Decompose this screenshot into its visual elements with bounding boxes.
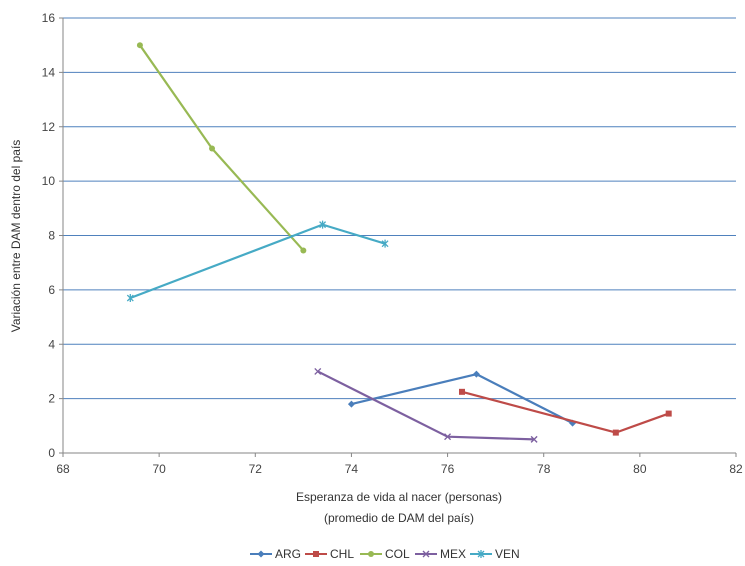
point-ven-1 xyxy=(319,220,327,229)
point-chl-0 xyxy=(458,388,465,395)
y-tick-label-16: 16 xyxy=(42,11,56,25)
legend: ARG CHL COL MEX VEN xyxy=(250,547,520,561)
legend-label: VEN xyxy=(495,547,520,561)
series-lines xyxy=(126,42,672,443)
y-tick-label-12: 12 xyxy=(42,120,56,134)
axes xyxy=(59,17,737,457)
x-axis-title-line1: Esperanza de vida al nacer (personas) xyxy=(296,490,502,504)
point-ven-2 xyxy=(381,239,389,248)
y-tick-label-8: 8 xyxy=(48,229,55,243)
y-tick-labels: 0 2 4 6 8 10 12 14 16 xyxy=(42,11,56,460)
x-tick-label-80: 80 xyxy=(633,462,647,476)
point-col-2 xyxy=(300,247,307,254)
point-chl-2 xyxy=(665,410,672,417)
legend-label: CHL xyxy=(330,547,354,561)
legend-item-arg: ARG xyxy=(250,547,301,561)
series-mex xyxy=(314,367,538,443)
legend-swatch-marker xyxy=(477,550,485,558)
x-tick-label-78: 78 xyxy=(537,462,551,476)
y-tick-label-6: 6 xyxy=(48,283,55,297)
y-tick-label-0: 0 xyxy=(48,446,55,460)
x-tick-label-76: 76 xyxy=(441,462,455,476)
legend-swatch-marker xyxy=(422,550,430,558)
series-ven xyxy=(126,220,389,303)
legend-item-chl: CHL xyxy=(305,547,354,561)
legend-swatch-marker xyxy=(257,550,265,558)
y-axis-title: Variación entre DAM dentro del país xyxy=(9,140,23,333)
legend-swatch-marker xyxy=(368,551,374,557)
legend-swatch-marker xyxy=(313,551,319,557)
legend-item-mex: MEX xyxy=(415,547,466,561)
point-arg-0 xyxy=(347,400,355,408)
point-arg-1 xyxy=(472,370,480,378)
point-ven-0 xyxy=(126,294,134,303)
y-tick-label-2: 2 xyxy=(48,392,55,406)
point-chl-1 xyxy=(612,429,619,436)
point-mex-0 xyxy=(314,367,322,375)
x-tick-label-82: 82 xyxy=(729,462,743,476)
x-tick-label-72: 72 xyxy=(249,462,263,476)
legend-item-col: COL xyxy=(360,547,410,561)
x-tick-label-68: 68 xyxy=(56,462,70,476)
legend-label: MEX xyxy=(440,547,466,561)
legend-label: COL xyxy=(385,547,410,561)
x-tick-label-70: 70 xyxy=(152,462,166,476)
series-line-chl xyxy=(461,390,670,434)
x-axis-title-line2: (promedio de DAM del país) xyxy=(324,511,474,525)
y-tick-label-14: 14 xyxy=(42,65,56,79)
y-tick-label-10: 10 xyxy=(42,174,56,188)
legend-label: ARG xyxy=(275,547,301,561)
point-col-1 xyxy=(209,145,216,152)
y-tick-label-4: 4 xyxy=(48,337,55,351)
x-tick-label-74: 74 xyxy=(345,462,359,476)
series-line-col xyxy=(139,44,305,252)
series-col xyxy=(136,42,307,254)
point-mex-1 xyxy=(444,433,452,441)
point-col-0 xyxy=(136,42,143,49)
legend-item-ven: VEN xyxy=(470,547,520,561)
series-chl xyxy=(458,388,672,436)
x-tick-labels: 68 70 72 74 76 78 80 82 xyxy=(56,462,743,476)
gridlines xyxy=(63,17,736,400)
point-mex-2 xyxy=(530,435,538,443)
